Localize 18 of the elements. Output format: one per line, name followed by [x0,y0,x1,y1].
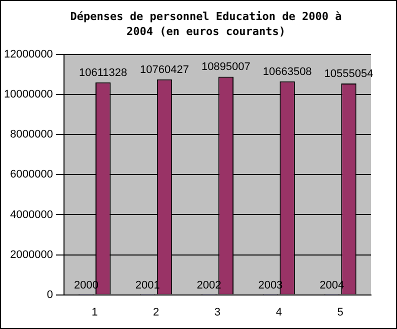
y-tick-label: 4000000 [10,208,53,221]
data-label: 10611328 [79,66,128,79]
y-tick-label: 0 [46,288,53,301]
y-tick-label: 12000000 [4,48,53,61]
y-tick-label: 6000000 [10,168,53,181]
data-label: 10555054 [324,68,374,80]
data-label: 10760427 [140,64,189,76]
chart-title: Dépenses de personnel Education de 2000 à 2004 (en euros courants) [69,9,343,39]
y-tick-label: 8000000 [10,128,53,141]
x-tick-label: 2 [152,306,160,318]
y-tick-label: 2000000 [10,248,53,261]
x-tick-label: 4 [276,306,282,318]
x-tick-label: 5 [337,306,344,318]
data-label: 10895007 [201,61,250,74]
data-label: 10663508 [262,66,312,78]
x-tick-label: 3 [214,306,221,318]
x-tick-label: 1 [92,306,98,318]
y-tick-label: 10000000 [4,88,53,101]
